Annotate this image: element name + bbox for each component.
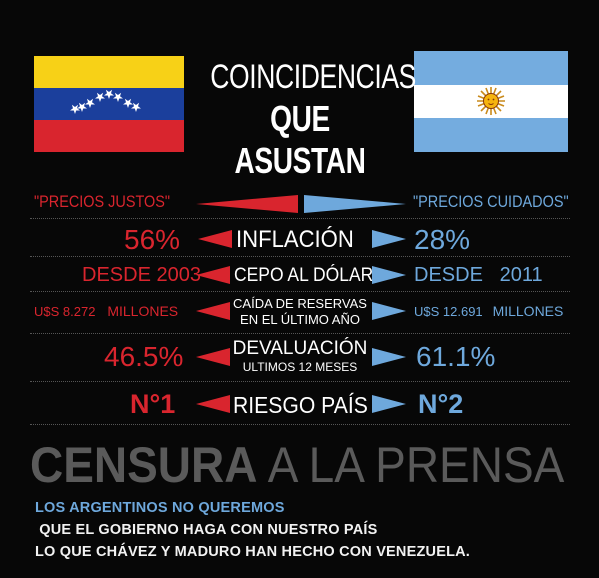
precios-justos-label: "PRECIOS JUSTOS": [34, 192, 171, 211]
devaluacion-argentina-value: 61.1%: [416, 341, 496, 372]
argentina-flag: [414, 51, 568, 152]
headline-word-censura: CENSURA: [30, 437, 258, 493]
title-line-1: COINCIDENCIAS: [210, 58, 416, 96]
arrow-left-icon: [196, 395, 230, 413]
inflacion-venezuela-value: 56%: [124, 224, 181, 255]
arrow-right-icon: [372, 348, 406, 366]
riesgo-argentina-value: N°2: [418, 389, 464, 419]
arrow-right-icon: [372, 230, 406, 248]
arrow-left-icon: [198, 230, 232, 248]
reservas-label: CAÍDA DE RESERVAS EN EL ÚLTIMO AÑO: [230, 296, 370, 328]
row-separator: [30, 256, 570, 257]
riesgo-pais-label: RIESGO PAÍS: [233, 392, 368, 418]
sun-of-may-icon: [477, 87, 505, 115]
footer-line-2: LO QUE CHÁVEZ Y MADURO HAN HECHO CON VEN…: [35, 544, 471, 560]
arrow-right-icon: [372, 302, 406, 320]
arrow-left-icon: [196, 348, 230, 366]
devaluacion-label: DEVALUACIÓN ULTIMOS 12 MESES: [230, 339, 370, 375]
reservas-argentina-amount: U$S 12.691: [414, 304, 483, 319]
reservas-venezuela-amount: U$S 8.272: [34, 304, 96, 319]
footer-line-1: LOS ARGENTINOS NO QUEREMOS QUE EL GOBIER…: [35, 497, 575, 541]
arrow-left-icon: [196, 302, 230, 320]
reservas-venezuela-unit: MILLONES: [107, 303, 179, 319]
censura-headline: CENSURA A LA PRENSA: [30, 436, 564, 494]
headline-rest: A LA PRENSA: [257, 437, 565, 493]
riesgo-venezuela-value: N°1: [130, 389, 176, 419]
footer-statement: LOS ARGENTINOS NO QUEREMOS QUE EL GOBIER…: [35, 497, 575, 563]
reservas-label-line1: CAÍDA DE RESERVAS: [233, 296, 367, 311]
row-separator: [30, 381, 570, 382]
cepo-venezuela-value: DESDE 2003: [82, 264, 201, 286]
row-separator: [30, 218, 570, 219]
devaluacion-label-line1: DEVALUACIÓN: [232, 338, 368, 359]
cepo-label: CEPO AL DÓLAR: [234, 265, 374, 286]
footer-line-1-rest: QUE EL GOBIERNO HAGA CON NUESTRO PAÍS: [35, 522, 378, 538]
devaluacion-label-line2: ULTIMOS 12 MESES: [242, 360, 358, 374]
row-separator: [30, 333, 570, 334]
reservas-argentina-value: U$S 12.691 MILLONES: [414, 303, 563, 319]
row-separator: [30, 291, 570, 292]
arrow-right-icon: [372, 395, 406, 413]
row-separator: [30, 424, 570, 425]
reservas-venezuela-value: U$S 8.272 MILLONES: [34, 303, 178, 319]
cepo-argentina-value: DESDE 2011: [414, 264, 543, 286]
devaluacion-venezuela-value: 46.5%: [104, 341, 184, 372]
precios-wedge-graphic: [196, 195, 406, 213]
inflacion-label: INFLACIÓN: [236, 226, 354, 253]
precios-cuidados-label: "PRECIOS CUIDADOS": [413, 192, 569, 211]
footer-highlight: LOS ARGENTINOS NO QUEREMOS: [35, 500, 285, 516]
arrow-left-icon: [196, 266, 230, 284]
venezuela-flag: [34, 56, 184, 152]
inflacion-argentina-value: 28%: [414, 224, 471, 255]
star-arc: [70, 89, 141, 114]
reservas-argentina-unit: MILLONES: [492, 303, 564, 319]
title-line-2: QUE ASUSTAN: [234, 98, 366, 181]
arrow-right-icon: [372, 266, 406, 284]
reservas-label-line2: EN EL ÚLTIMO AÑO: [240, 312, 360, 327]
